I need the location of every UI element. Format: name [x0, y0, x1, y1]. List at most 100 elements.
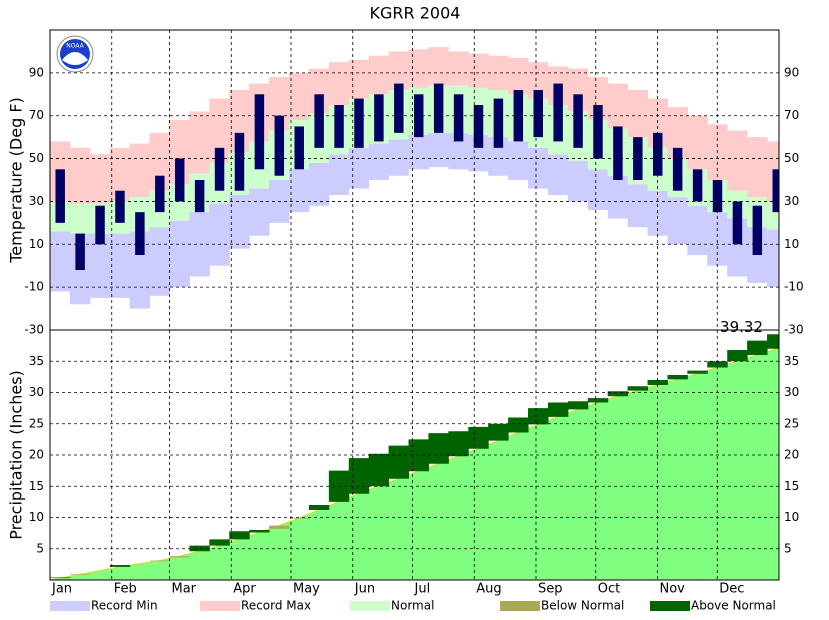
above-normal-bar: [707, 361, 728, 368]
above-normal-bar: [50, 577, 71, 579]
y-tick-label-right: 90: [784, 65, 799, 79]
record-max-bar: [169, 120, 190, 185]
above-normal-bar: [308, 505, 330, 510]
observed-bar: [314, 94, 324, 148]
plot-border: [49, 329, 780, 581]
record-min-bar: [468, 135, 489, 172]
record-max-bar: [109, 147, 131, 202]
record-min-bar: [508, 141, 529, 180]
record-min-bar: [50, 231, 71, 292]
record-min-bar: [567, 160, 589, 202]
y-tick-label: -10: [24, 280, 44, 294]
record-max-bar: [229, 90, 250, 153]
y-tick-label-right: 25: [784, 416, 799, 430]
record-max-bar: [448, 51, 469, 86]
observed-bar: [274, 115, 285, 176]
record-min-bar: [388, 139, 410, 176]
record-min-bar: [488, 137, 509, 176]
legend-swatch: [200, 601, 240, 611]
y-tick-label-right: 35: [784, 354, 799, 368]
observed-bar: [433, 83, 444, 133]
record-min-bar: [727, 218, 748, 277]
legend-label: Above Normal: [691, 599, 776, 613]
record-max-bar: [428, 47, 449, 86]
above-normal-bar: [428, 433, 449, 464]
observed-bar: [653, 132, 663, 176]
chart-title: KGRR 2004: [370, 4, 461, 23]
y-tick-label-right: 10: [784, 510, 799, 524]
observed-bar: [752, 205, 763, 255]
x-tick-label: Jul: [414, 582, 431, 597]
above-normal-bar: [747, 340, 768, 355]
y-tick-label: 5: [36, 541, 44, 555]
observed-bar: [453, 94, 464, 142]
above-normal-bar: [488, 423, 509, 441]
observed-bar: [334, 105, 344, 148]
y-tick-label: 30: [29, 194, 44, 208]
y-axis-title: Temperature (Deg F): [7, 97, 26, 264]
observed-bar: [533, 90, 543, 138]
record-min-bar: [627, 184, 649, 228]
x-tick-label: Oct: [598, 582, 620, 597]
record-min-bar: [767, 229, 779, 288]
record-min-bar: [89, 233, 111, 298]
y-tick-label: 20: [29, 448, 44, 462]
y-tick-label: 25: [29, 416, 44, 430]
observed-bar: [75, 233, 85, 270]
record-min-bar: [229, 195, 250, 249]
record-max-bar: [687, 115, 708, 170]
above-normal-bar: [209, 539, 230, 546]
record-max-bar: [328, 62, 350, 105]
record-max-bar: [69, 147, 91, 204]
record-max-bar: [348, 60, 370, 99]
record-max-bar: [587, 77, 609, 120]
above-normal-bar: [368, 453, 390, 487]
observed-bar: [732, 201, 743, 245]
record-min-bar: [109, 233, 131, 298]
observed-bar: [214, 147, 225, 191]
observed-bar: [234, 132, 245, 191]
legend-label: Below Normal: [541, 599, 624, 613]
y-tick-label-right: -30: [784, 323, 804, 337]
record-max-bar: [488, 55, 509, 90]
record-max-bar: [289, 72, 310, 120]
above-normal-bar: [767, 334, 779, 349]
below-normal-bar: [69, 574, 91, 575]
record-min-bar: [149, 227, 171, 296]
observed-bar: [772, 169, 779, 213]
above-normal-bar: [687, 370, 708, 374]
observed-bar: [294, 126, 304, 170]
total-label: 39.32: [720, 318, 763, 336]
y-tick-label-right: 5: [784, 541, 792, 555]
y-tick-label-right: 50: [784, 151, 799, 165]
observed-bar: [633, 137, 643, 180]
record-max-bar: [727, 130, 748, 191]
x-tick-label: Nov: [660, 582, 686, 597]
x-tick-label: Sep: [538, 582, 563, 597]
record-max-bar: [627, 90, 649, 138]
legend-swatch: [500, 601, 540, 611]
record-min-bar: [189, 212, 210, 277]
y-tick-label-right: 30: [784, 194, 799, 208]
y-tick-label: 10: [29, 510, 44, 524]
record-max-bar: [308, 68, 330, 114]
record-min-bar: [328, 154, 350, 195]
record-min-bar: [209, 203, 230, 266]
y-tick-label-right: 30: [784, 385, 799, 399]
record-min-bar: [129, 231, 151, 309]
record-min-bar: [607, 175, 629, 219]
record-min-bar: [528, 147, 549, 189]
normal-bar: [69, 203, 91, 234]
record-min-bar: [408, 135, 429, 170]
record-max-bar: [468, 53, 489, 88]
y-tick-label: 70: [29, 108, 44, 122]
legend-swatch: [50, 601, 90, 611]
y-tick-label-right: -10: [784, 280, 804, 294]
record-min-bar: [448, 132, 469, 170]
above-normal-bar: [647, 380, 668, 385]
observed-bar: [493, 98, 504, 148]
above-normal-bar: [348, 458, 370, 494]
x-tick-label: Aug: [476, 582, 501, 597]
record-max-bar: [189, 111, 210, 174]
